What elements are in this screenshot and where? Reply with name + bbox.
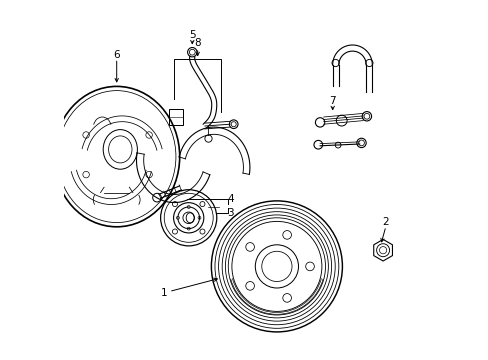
Text: 5: 5 [188,30,195,40]
Bar [168,109,183,125]
Text: 8: 8 [194,38,201,48]
Text: 4: 4 [227,194,234,204]
Text: 6: 6 [113,50,120,60]
Text: 3: 3 [227,208,234,219]
Text: 7: 7 [329,96,335,106]
Text: 2: 2 [382,217,388,228]
Text: 1: 1 [161,288,167,298]
